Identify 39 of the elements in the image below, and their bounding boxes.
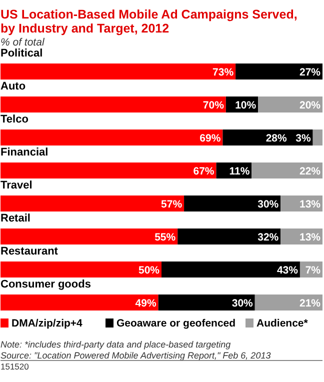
data-label: 49% bbox=[135, 298, 157, 310]
data-label: 43% bbox=[276, 264, 299, 276]
y-tick-label: Auto bbox=[0, 80, 26, 92]
data-label: 10% bbox=[235, 100, 257, 112]
legend-label: Audience* bbox=[256, 318, 309, 330]
data-label: 67% bbox=[193, 166, 215, 178]
legend-label: Geoaware or geofenced bbox=[116, 318, 236, 330]
y-tick-label: Political bbox=[0, 48, 43, 60]
data-label: 21% bbox=[299, 298, 322, 310]
y-tick-label: Consumer goods bbox=[0, 278, 91, 290]
chart-title: US Location-Based Mobile Ad Campaigns Served, by Industry and Target, 2012 bbox=[0, 8, 298, 36]
data-label: 28% bbox=[266, 132, 288, 144]
y-tick-label: Financial bbox=[0, 146, 48, 158]
data-label: 13% bbox=[299, 198, 322, 210]
data-label: 30% bbox=[232, 298, 254, 310]
data-label: 70% bbox=[202, 100, 225, 112]
data-label: 55% bbox=[154, 232, 176, 244]
text: Note: *includes third-party data and place-based targeting bbox=[0, 340, 231, 350]
text: 151520 bbox=[0, 362, 30, 372]
data-label: 27% bbox=[299, 66, 322, 78]
y-tick-label: Retail bbox=[0, 212, 30, 224]
data-label: 20% bbox=[299, 100, 322, 112]
data-label: 22% bbox=[299, 166, 322, 178]
data-label: 7% bbox=[305, 264, 322, 276]
y-tick-label: Telco bbox=[0, 114, 29, 126]
data-label: 3% bbox=[296, 132, 312, 144]
data-label: 57% bbox=[161, 198, 183, 210]
data-label: 11% bbox=[229, 166, 250, 178]
legend-label: DMA/zip/zip+4 bbox=[12, 318, 83, 330]
y-tick-label: Travel bbox=[0, 180, 32, 192]
data-label: 30% bbox=[258, 198, 280, 210]
y-tick-label: Restaurant bbox=[0, 246, 58, 258]
source-note: Source: "Location Powered Mobile Advertising Report," Feb 6, 2013 bbox=[0, 350, 271, 360]
data-label: 13% bbox=[299, 232, 322, 244]
chart-subtitle: % of total bbox=[0, 36, 45, 48]
data-label: 69% bbox=[200, 132, 222, 144]
data-label: 50% bbox=[138, 264, 160, 276]
data-label: 73% bbox=[212, 66, 234, 78]
data-label: 32% bbox=[258, 232, 280, 244]
